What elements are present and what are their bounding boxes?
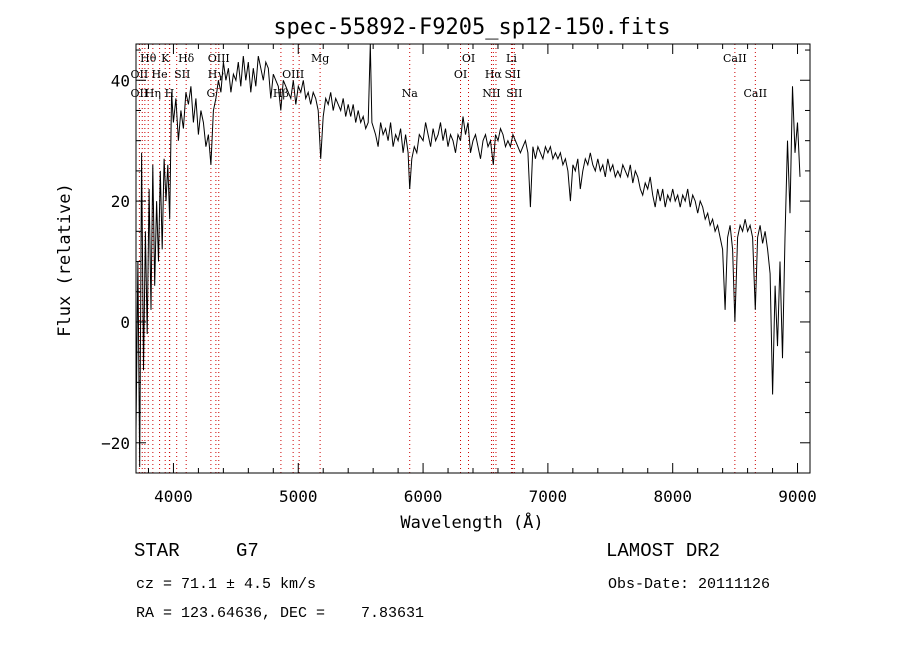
line-label: H [165,87,175,100]
line-label: SII [504,68,520,81]
y-tick-label: −20 [101,434,130,453]
spectral-subclass: G7 [236,540,259,562]
x-axis-label: Wavelength (Å) [400,511,543,533]
x-axis: 4000 5000 6000 7000 8000 9000 [147,44,817,506]
observation-date: Obs-Date: 20111126 [608,576,771,593]
chart-title: spec-55892-F9205_sp12-150.fits [273,15,670,40]
line-label: G [206,87,215,100]
y-axis-label: Flux (relative) [55,183,75,337]
line-label: Hθ [140,52,157,65]
x-tick-label: 7000 [529,487,568,506]
line-label: NII [482,87,500,100]
survey-name: LAMOST DR2 [606,540,721,562]
redshift-cz: cz = 71.1 ± 4.5 km/s [136,576,317,593]
line-label: Hγ [208,68,225,81]
object-type: STAR [134,540,180,562]
line-label: Mg [311,52,329,65]
line-label: CaII [723,52,747,65]
line-label: OI [462,52,475,65]
line-label: SII [174,68,190,81]
x-tick-label: 5000 [279,487,318,506]
x-tick-label: 4000 [154,487,193,506]
line-label: SII [506,87,522,100]
line-label: OII [131,87,149,100]
plot-frame [135,43,811,474]
line-label: OIII [208,52,230,65]
line-label: OIII [282,68,304,81]
line-label: OII [131,68,149,81]
y-axis: −20 0 20 40 [101,49,810,474]
line-label: Hα [485,68,503,81]
x-tick-label: 6000 [404,487,443,506]
y-tick-label: 40 [111,71,130,90]
line-label: Hδ [178,52,195,65]
line-label: OI [454,68,467,81]
line-label: Na [402,87,419,100]
coordinates: RA = 123.64636, DEC = 7.83631 [136,605,425,622]
line-label: Hβ [273,87,289,100]
spectral-line-markers [138,44,756,473]
y-tick-label: 0 [120,313,130,332]
x-tick-label: 9000 [778,487,817,506]
y-tick-label: 20 [111,192,130,211]
spectrum-series-line [135,43,801,468]
line-label: Hη [145,87,161,100]
line-label: CaII [743,87,767,100]
line-label: K [161,52,170,65]
line-label: Li [506,52,517,65]
line-label: He [152,68,168,81]
x-tick-label: 8000 [653,487,692,506]
